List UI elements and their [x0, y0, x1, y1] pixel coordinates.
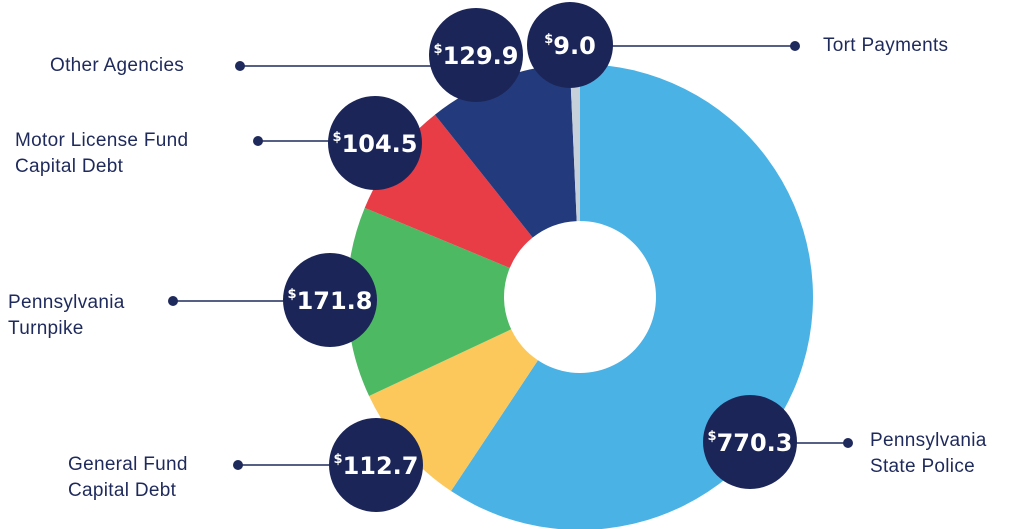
donut-segment — [346, 207, 512, 396]
value-bubble — [329, 418, 423, 512]
leader-dot — [235, 61, 245, 71]
category-label: Motor License Fund Capital Debt — [15, 130, 189, 177]
category-label: Pennsylvania State Police — [870, 430, 987, 477]
value-bubble — [527, 2, 613, 88]
value-label: $104.5 — [333, 130, 418, 159]
category-label: Other Agencies — [50, 55, 185, 76]
value-label: $9.0 — [544, 32, 596, 61]
value-label: $171.8 — [288, 287, 373, 316]
leader-dot — [168, 296, 178, 306]
category-label: Tort Payments — [823, 35, 949, 56]
donut-segment — [434, 64, 577, 238]
leader-dot — [843, 438, 853, 448]
category-label: General Fund Capital Debt — [68, 454, 188, 501]
value-label: $129.9 — [434, 42, 519, 71]
value-bubble — [283, 253, 377, 347]
leader-dot — [233, 460, 243, 470]
value-bubble — [328, 96, 422, 190]
value-bubble — [429, 8, 523, 102]
value-label: $770.3 — [708, 429, 793, 458]
value-bubble — [703, 395, 797, 489]
value-label: $112.7 — [334, 452, 419, 481]
category-label: Pennsylvania Turnpike — [8, 292, 125, 339]
leader-dot — [790, 41, 800, 51]
leader-dot — [253, 136, 263, 146]
donut-segment — [569, 64, 580, 222]
